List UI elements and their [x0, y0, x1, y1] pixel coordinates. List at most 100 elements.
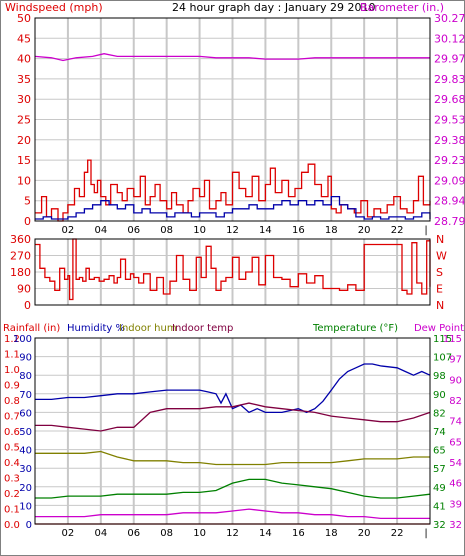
y-tick-label: 10 [17, 174, 31, 187]
y-tick-label: N [436, 233, 444, 246]
dew-point-axis-label: Dew Point [414, 323, 464, 334]
y-tick-label: 74 [433, 427, 446, 438]
x-tick-label: 08 [160, 528, 173, 539]
y-tick-label: 35 [17, 73, 31, 86]
y-tick-label: 1.1 [4, 350, 20, 361]
y-tick-label: 0.0 [4, 520, 20, 531]
rain-humidity-temp-panel: Rainfall (in) Humidity % Indoor hum Indo… [3, 323, 464, 539]
series-line-barometer [34, 53, 430, 62]
y-tick-label: 30 [19, 464, 32, 475]
y-tick-label: 28.79 [434, 215, 465, 228]
x-tick-label: 20 [358, 528, 371, 539]
y-tick-label: 115 [443, 334, 462, 345]
y-tick-label: 90 [19, 353, 32, 364]
barometer-axis-label: Barometer (in.) [360, 1, 444, 14]
y-tick-label: 0.6 [4, 427, 20, 438]
temperature-tick-labels: 115 107 98 90 82 74 65 57 49 41 32 [433, 334, 452, 531]
indoor-hum-axis-label: Indoor hum [119, 323, 177, 334]
y-tick-label: S [436, 266, 443, 279]
y-tick-label: 0 [24, 215, 31, 228]
y-tick-label: 360 [10, 233, 31, 246]
barometer-tick-labels: 30.27 30.12 29.97 29.83 29.68 29.53 29.38 29.23… [434, 12, 465, 228]
rainfall-axis-label: Rainfall (in) [3, 323, 60, 334]
x-tick-label: 16 [292, 528, 305, 539]
y-tick-label: 32 [449, 520, 462, 531]
y-tick-label: 97 [449, 355, 462, 366]
temp-grid [35, 338, 430, 524]
y-tick-label: 60 [19, 408, 32, 419]
y-tick-label: 0 [26, 520, 32, 531]
y-tick-label: 32 [433, 520, 446, 531]
series-line-wind-gust [35, 159, 431, 222]
series-line-wind-speed [35, 195, 431, 220]
y-tick-label: 74 [449, 417, 462, 428]
y-tick-label: 29.38 [434, 134, 465, 147]
wind-hour-tick-labels: 02 04 06 08 10 12 14 16 18 20 22 | [62, 225, 428, 236]
y-tick-label: 25 [17, 114, 31, 127]
wind-plot-frame [34, 17, 431, 222]
x-tick-label: 10 [193, 225, 206, 236]
y-tick-label: 0.2 [4, 489, 20, 500]
y-tick-label: 57 [433, 464, 446, 475]
y-tick-label: 29.23 [434, 154, 465, 167]
y-tick-label: 29.68 [434, 93, 465, 106]
direction-series [35, 238, 431, 301]
y-tick-label: 1.2 [4, 334, 20, 345]
x-tick-label: | [424, 528, 427, 539]
y-tick-label: 0.5 [4, 443, 20, 454]
y-tick-label: 30.12 [434, 32, 465, 45]
x-tick-label: 06 [127, 225, 140, 236]
x-tick-label: 02 [62, 528, 75, 539]
y-tick-label: 100 [13, 334, 32, 345]
x-tick-label: 14 [259, 528, 272, 539]
y-tick-label: 15 [17, 154, 31, 167]
y-tick-label: 0.4 [4, 458, 20, 469]
y-tick-label: N [436, 299, 444, 312]
y-tick-label: 46 [449, 479, 462, 490]
y-tick-label: 80 [19, 371, 32, 382]
y-tick-label: 29.97 [434, 53, 465, 66]
series-line-humidity [35, 363, 431, 414]
y-tick-label: 90 [449, 375, 462, 386]
y-tick-label: 115 [433, 334, 452, 345]
y-tick-label: 30 [17, 93, 31, 106]
y-tick-label: 50 [19, 427, 32, 438]
y-tick-label: 180 [10, 266, 31, 279]
y-tick-label: 39 [449, 499, 462, 510]
x-tick-label: 08 [160, 225, 173, 236]
y-tick-label: 82 [449, 396, 462, 407]
x-tick-label: 22 [391, 528, 404, 539]
y-tick-label: 10 [19, 501, 32, 512]
y-tick-label: 0.9 [4, 381, 20, 392]
y-tick-label: 28.94 [434, 195, 465, 208]
x-tick-label: 12 [226, 225, 239, 236]
y-tick-label: 107 [433, 353, 452, 364]
y-tick-label: 29.83 [434, 73, 465, 86]
temp-plot-frame [34, 337, 431, 525]
y-tick-label: 45 [17, 32, 31, 45]
x-tick-label: 20 [358, 225, 371, 236]
y-tick-label: W [436, 250, 447, 263]
series-line-dew-point [35, 508, 430, 520]
y-tick-label: 30.27 [434, 12, 465, 25]
x-tick-label: 18 [325, 225, 338, 236]
direction-degree-tick-labels: 360 270 180 90 0 [10, 233, 31, 312]
series-line-wind-direction [35, 238, 431, 301]
dew-point-tick-labels: 115 97 90 82 74 65 54 46 39 32 [443, 334, 462, 531]
x-tick-label: 16 [292, 225, 305, 236]
y-tick-label: 90 [433, 390, 446, 401]
indoor-temp-axis-label: Indoor temp [172, 323, 233, 334]
graph-title: 24 hour graph day : January 29 2010 [172, 1, 376, 14]
y-tick-label: 82 [433, 408, 446, 419]
x-tick-label: 14 [259, 225, 272, 236]
direction-plot-frame [34, 238, 431, 306]
y-tick-label: 0.7 [4, 412, 20, 423]
series-line-indoor-temp [35, 402, 431, 432]
y-tick-label: 65 [433, 446, 446, 457]
temperature-axis-label: Temperature (°F) [312, 323, 398, 334]
